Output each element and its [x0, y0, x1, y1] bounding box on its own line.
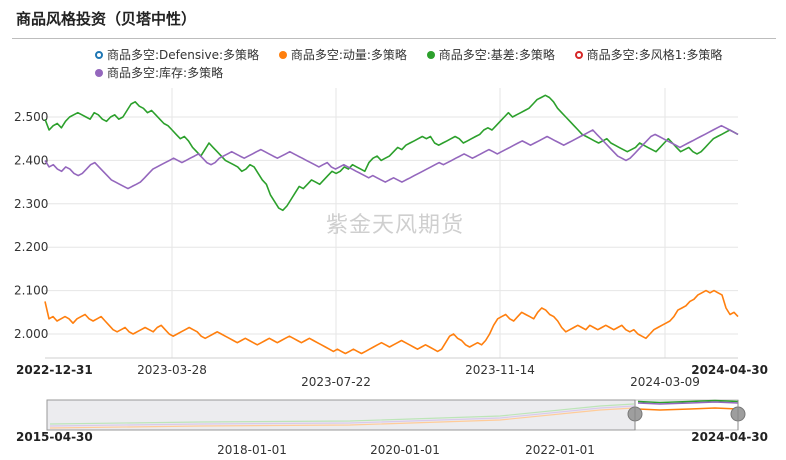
navigator-series-preview — [49, 403, 635, 425]
y-tick-label: 2.300 — [14, 197, 48, 211]
navigator-selected-preview — [637, 399, 739, 404]
legend-item-multistyle[interactable]: 商品多空:多风格1:多策略 — [574, 46, 723, 64]
navigator-series-preview — [49, 407, 635, 429]
legend-marker-momentum — [278, 51, 287, 59]
y-tick-label: 2.200 — [14, 240, 48, 254]
navigator-start-label: 2015-04-30 — [16, 430, 93, 444]
legend-marker-inventory — [95, 69, 103, 77]
y-tick-label: 2.400 — [14, 153, 48, 167]
legend-item-basis[interactable]: 商品多空:基差:多策略 — [426, 46, 555, 64]
legend-label-momentum: 商品多空:动量:多策略 — [290, 48, 407, 62]
legend-marker-basis — [426, 51, 435, 59]
legend-marker-defensive — [95, 51, 103, 59]
page-title: 商品风格投资（贝塔中性） — [16, 10, 197, 28]
x-tick-label: 2023-07-22 — [301, 375, 371, 389]
legend-label-basis: 商品多空:基差:多策略 — [438, 48, 555, 62]
navigator-selected-preview — [637, 401, 739, 405]
x-tick-label: 2023-03-28 — [137, 363, 207, 377]
navigator-tick-label: 2018-01-01 — [217, 443, 287, 457]
y-tick-label: 2.000 — [14, 327, 48, 341]
x-tick-label: 2024-03-09 — [630, 375, 700, 389]
x-range-end-label: 2024-04-30 — [691, 363, 768, 377]
legend-item-momentum[interactable]: 商品多空:动量:多策略 — [278, 46, 407, 64]
title-divider — [12, 38, 776, 39]
navigator-series-preview — [49, 405, 635, 427]
y-tick-label: 2.100 — [14, 284, 48, 298]
x-range-start-label: 2022-12-31 — [16, 363, 93, 377]
legend-item-inventory[interactable]: 商品多空:库存:多策略 — [95, 64, 223, 82]
watermark: 紫金天风期货 — [326, 213, 465, 238]
navigator-tick-label: 2022-01-01 — [525, 443, 595, 457]
navigator-tick-label: 2020-01-01 — [370, 443, 440, 457]
navigator-selected-preview — [637, 407, 739, 411]
series-basis-line — [44, 94, 739, 212]
legend-label-inventory: 商品多空:库存:多策略 — [107, 66, 224, 80]
navigator-right-handle[interactable] — [730, 400, 746, 430]
legend-marker-multistyle — [574, 51, 583, 59]
navigator-end-label: 2024-04-30 — [691, 430, 768, 444]
legend-label-defensive: 商品多空:Defensive:多策略 — [107, 48, 259, 62]
legend-label-multistyle: 商品多空:多风格1:多策略 — [586, 48, 723, 62]
legend-item-defensive[interactable]: 商品多空:Defensive:多策略 — [95, 46, 259, 64]
chart-legend: 商品多空:Defensive:多策略 商品多空:动量:多策略 商品多空:基差:多… — [95, 46, 755, 82]
x-tick-label: 2023-11-14 — [465, 363, 535, 377]
series-inventory-line — [44, 124, 739, 190]
y-tick-label: 2.500 — [14, 110, 48, 124]
navigator-left-handle[interactable] — [627, 400, 643, 430]
series-momentum-line — [44, 289, 739, 355]
